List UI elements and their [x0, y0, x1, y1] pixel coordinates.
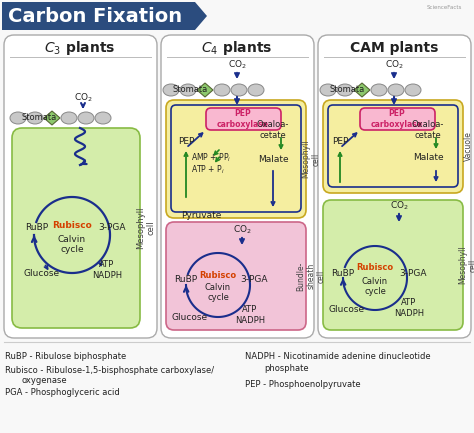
Text: PGA - Phosphoglyceric acid: PGA - Phosphoglyceric acid: [5, 388, 120, 397]
Text: cycle: cycle: [60, 245, 84, 253]
Ellipse shape: [320, 84, 336, 96]
Text: cycle: cycle: [364, 287, 386, 295]
Text: PEP - Phosphoenolpyruvate: PEP - Phosphoenolpyruvate: [245, 380, 361, 389]
Polygon shape: [44, 111, 60, 125]
Text: PEP: PEP: [332, 138, 348, 146]
Ellipse shape: [95, 112, 111, 124]
Text: 3-PGA: 3-PGA: [98, 223, 126, 232]
FancyBboxPatch shape: [323, 200, 463, 330]
Text: Calvin: Calvin: [58, 235, 86, 243]
FancyBboxPatch shape: [161, 35, 314, 338]
Ellipse shape: [214, 84, 230, 96]
Text: Glucose: Glucose: [172, 313, 208, 321]
Polygon shape: [197, 83, 213, 97]
Text: ATP
NADPH: ATP NADPH: [235, 305, 265, 325]
Text: Rubisco: Rubisco: [356, 264, 393, 272]
Text: Rubisco: Rubisco: [52, 220, 92, 229]
Text: PEP
carboxylase: PEP carboxylase: [371, 109, 423, 129]
Ellipse shape: [61, 112, 77, 124]
Text: Mesophyll
cell: Mesophyll cell: [458, 246, 474, 284]
Text: RuBP: RuBP: [331, 268, 355, 278]
Ellipse shape: [231, 84, 247, 96]
Text: Glucose: Glucose: [24, 268, 60, 278]
Text: Mesophyll
cell: Mesophyll cell: [301, 140, 321, 178]
Ellipse shape: [163, 84, 179, 96]
Text: $C_3$ plants: $C_3$ plants: [45, 39, 116, 57]
Text: CO$_2$: CO$_2$: [73, 92, 92, 104]
Text: Carbon Fixation: Carbon Fixation: [8, 6, 182, 26]
Text: Mesophyll
cell: Mesophyll cell: [137, 207, 155, 249]
FancyBboxPatch shape: [12, 128, 140, 328]
Text: Calvin: Calvin: [362, 277, 388, 285]
FancyBboxPatch shape: [166, 100, 306, 218]
Text: Vacuole: Vacuole: [464, 131, 473, 161]
Text: Stomata: Stomata: [330, 85, 365, 94]
FancyBboxPatch shape: [4, 35, 157, 338]
Ellipse shape: [388, 84, 404, 96]
Ellipse shape: [78, 112, 94, 124]
Text: RuBP - Ribulose biphosphate: RuBP - Ribulose biphosphate: [5, 352, 126, 361]
Text: oxygenase: oxygenase: [22, 376, 68, 385]
Text: phosphate: phosphate: [264, 364, 309, 373]
Text: AMP + PP$_i$: AMP + PP$_i$: [191, 152, 231, 164]
Ellipse shape: [10, 112, 26, 124]
Text: Malate: Malate: [413, 154, 443, 162]
Text: Bundle-
sheath
cell: Bundle- sheath cell: [296, 261, 326, 291]
Ellipse shape: [27, 112, 43, 124]
FancyBboxPatch shape: [318, 35, 471, 338]
Ellipse shape: [180, 84, 196, 96]
Text: RuBP: RuBP: [26, 223, 48, 232]
FancyBboxPatch shape: [323, 100, 463, 193]
Ellipse shape: [371, 84, 387, 96]
Ellipse shape: [405, 84, 421, 96]
Text: Rubisco: Rubisco: [200, 271, 237, 279]
Text: Glucose: Glucose: [329, 306, 365, 314]
Text: Rubisco - Ribulose-1,5-bisphosphate carboxylase/: Rubisco - Ribulose-1,5-bisphosphate carb…: [5, 366, 214, 375]
Text: Stomata: Stomata: [173, 85, 208, 94]
Text: PEP
carboxylase: PEP carboxylase: [217, 109, 269, 129]
Text: 3-PGA: 3-PGA: [240, 275, 268, 284]
Text: ATP
NADPH: ATP NADPH: [394, 298, 424, 318]
Ellipse shape: [248, 84, 264, 96]
FancyBboxPatch shape: [206, 108, 281, 130]
Text: CO$_2$: CO$_2$: [233, 224, 251, 236]
Text: PEP: PEP: [178, 138, 194, 146]
Text: CO$_2$: CO$_2$: [384, 59, 403, 71]
Text: $C_4$ plants: $C_4$ plants: [201, 39, 273, 57]
Text: RuBP: RuBP: [174, 275, 198, 284]
Text: Oxaloa-
cetate: Oxaloa- cetate: [257, 120, 289, 140]
Polygon shape: [2, 2, 207, 30]
Text: ATP + P$_i$: ATP + P$_i$: [191, 164, 225, 176]
Polygon shape: [354, 83, 370, 97]
Text: 3-PGA: 3-PGA: [399, 268, 427, 278]
Text: Calvin: Calvin: [205, 284, 231, 293]
Text: Pyruvate: Pyruvate: [181, 210, 221, 220]
Text: CO$_2$: CO$_2$: [228, 59, 246, 71]
Text: Stomata: Stomata: [22, 113, 57, 123]
Text: NADPH - Nicotinamide adenine dinucleotide: NADPH - Nicotinamide adenine dinucleotid…: [245, 352, 430, 361]
Text: ATP
NADPH: ATP NADPH: [92, 260, 122, 280]
Text: cycle: cycle: [207, 294, 229, 303]
Text: Malate: Malate: [258, 155, 288, 165]
Text: Oxaloa-
cetate: Oxaloa- cetate: [412, 120, 444, 140]
Text: CAM plants: CAM plants: [350, 41, 438, 55]
Text: CO$_2$: CO$_2$: [390, 200, 409, 212]
Ellipse shape: [337, 84, 353, 96]
FancyBboxPatch shape: [166, 222, 306, 330]
FancyBboxPatch shape: [360, 108, 435, 130]
Text: ScienceFacts: ScienceFacts: [427, 5, 462, 10]
